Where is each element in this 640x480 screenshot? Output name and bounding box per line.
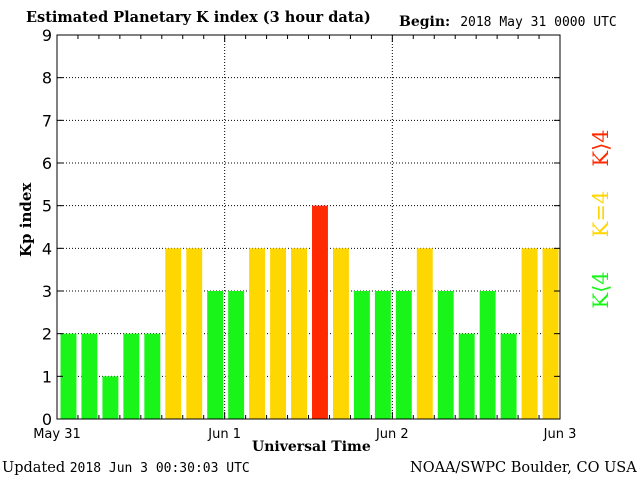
kp-bar [416, 248, 433, 419]
kp-bar [479, 291, 496, 419]
y-tick-label: 0 [42, 410, 52, 429]
x-tick-label: May 31 [33, 427, 81, 442]
begin-date: Begin: 2018 May 31 0000 UTC [399, 14, 617, 30]
y-axis-title: Kp index [17, 182, 35, 257]
kp-bar [81, 333, 98, 419]
updated-label: Updated [2, 460, 66, 476]
y-tick-label: 9 [42, 26, 52, 45]
y-tick-label: 3 [42, 282, 52, 301]
y-tick-label: 1 [42, 367, 52, 386]
kp-bar [270, 248, 287, 419]
x-tick-label: Jun 2 [375, 427, 409, 442]
kp-bar [186, 248, 203, 419]
y-tick-label: 8 [42, 69, 52, 88]
updated-timestamp: Updated 2018 Jun 3 00:30:03 UTC [2, 460, 250, 476]
kp-bar [353, 291, 370, 419]
x-tick-label: Jun 1 [207, 427, 241, 442]
y-tick-label: 5 [42, 197, 52, 216]
source-credit: NOAA/SWPC Boulder, CO USA [410, 460, 637, 476]
kp-bar [374, 291, 391, 419]
kp-bar [291, 248, 307, 419]
kp-bar [395, 291, 412, 419]
kp-bar [207, 291, 224, 419]
y-tick-label: 4 [42, 239, 52, 258]
kp-bar [102, 376, 119, 419]
kp-bar [123, 333, 140, 419]
x-axis-title: Universal Time [252, 439, 371, 455]
kp-bar [165, 248, 182, 419]
kp-bar [228, 291, 245, 419]
kp-bar [500, 333, 517, 419]
kp-bar [60, 333, 77, 419]
begin-label: Begin: [399, 14, 451, 30]
kp-bar [437, 291, 454, 419]
y-tick-label: 2 [42, 325, 52, 344]
updated-value: 2018 Jun 3 00:30:03 UTC [69, 461, 250, 476]
x-tick-label: Jun 3 [543, 427, 577, 442]
kp-bar [521, 248, 538, 419]
legend-k-below-4: K⟨4 [589, 271, 613, 309]
begin-value: 2018 May 31 0000 UTC [460, 15, 617, 30]
y-tick-label: 7 [42, 111, 52, 130]
chart-title: Estimated Planetary K index (3 hour data… [26, 9, 371, 26]
kp-bar [458, 333, 475, 419]
kp-bar [332, 248, 349, 419]
y-tick-label: 6 [42, 154, 52, 173]
kp-bar [144, 333, 161, 419]
kp-bar [312, 205, 328, 419]
kp-bar [249, 248, 266, 419]
